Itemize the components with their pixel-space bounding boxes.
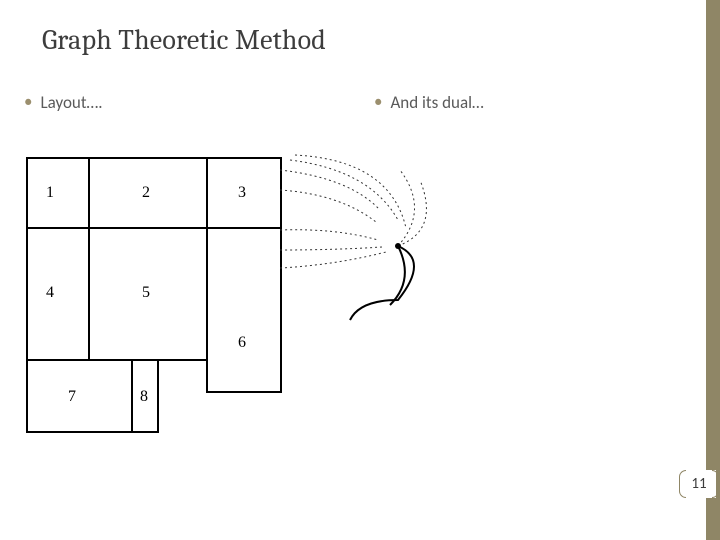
page-number: 11 [691,475,706,493]
right-bullet-label: And its dual… [390,92,483,113]
layout-cell-label-3: 3 [238,184,246,201]
dual-arc-dotted-8 [398,180,426,246]
dual-arc-dotted-4 [280,252,386,268]
layout-cell-label-2: 2 [142,184,150,201]
layout-cell-label-5: 5 [142,284,150,301]
dual-arc-solid-1 [390,246,405,305]
left-bullet: • Layout…. [24,92,103,113]
dual-arc-dotted-6 [295,155,406,228]
dual-arc-dotted-3 [280,247,382,250]
layout-cell-label-6: 6 [238,334,246,351]
right-bullet: • And its dual… [374,92,484,113]
layout-cell-label-1: 1 [46,184,54,201]
layout-cell-label-7: 7 [68,388,76,405]
layout-cell-label-8: 8 [140,388,148,405]
layout-diagram: 1 2 3 4 5 6 7 8 [24,155,284,435]
layout-cell-7 [27,360,132,432]
dual-arc-dotted-7 [398,170,415,246]
layout-cell-1 [27,158,89,228]
dual-arc-dotted-0 [280,170,380,210]
slide-title: Graph Theoretic Method [42,24,326,56]
layout-cell-4 [27,228,89,360]
dual-arc-dotted-2 [280,230,378,240]
dual-graph-diagram [280,150,450,330]
layout-cell-6 [207,228,281,392]
dual-node-0 [395,243,401,249]
bullet-dot-icon: • [374,91,382,112]
layout-cell-label-4: 4 [46,284,54,301]
slide-accent-bar [706,0,720,540]
bullet-dot-icon: • [24,91,32,112]
dual-arc-dotted-5 [290,160,398,220]
left-bullet-label: Layout…. [40,92,102,113]
page-number-badge: 11 [682,470,716,498]
